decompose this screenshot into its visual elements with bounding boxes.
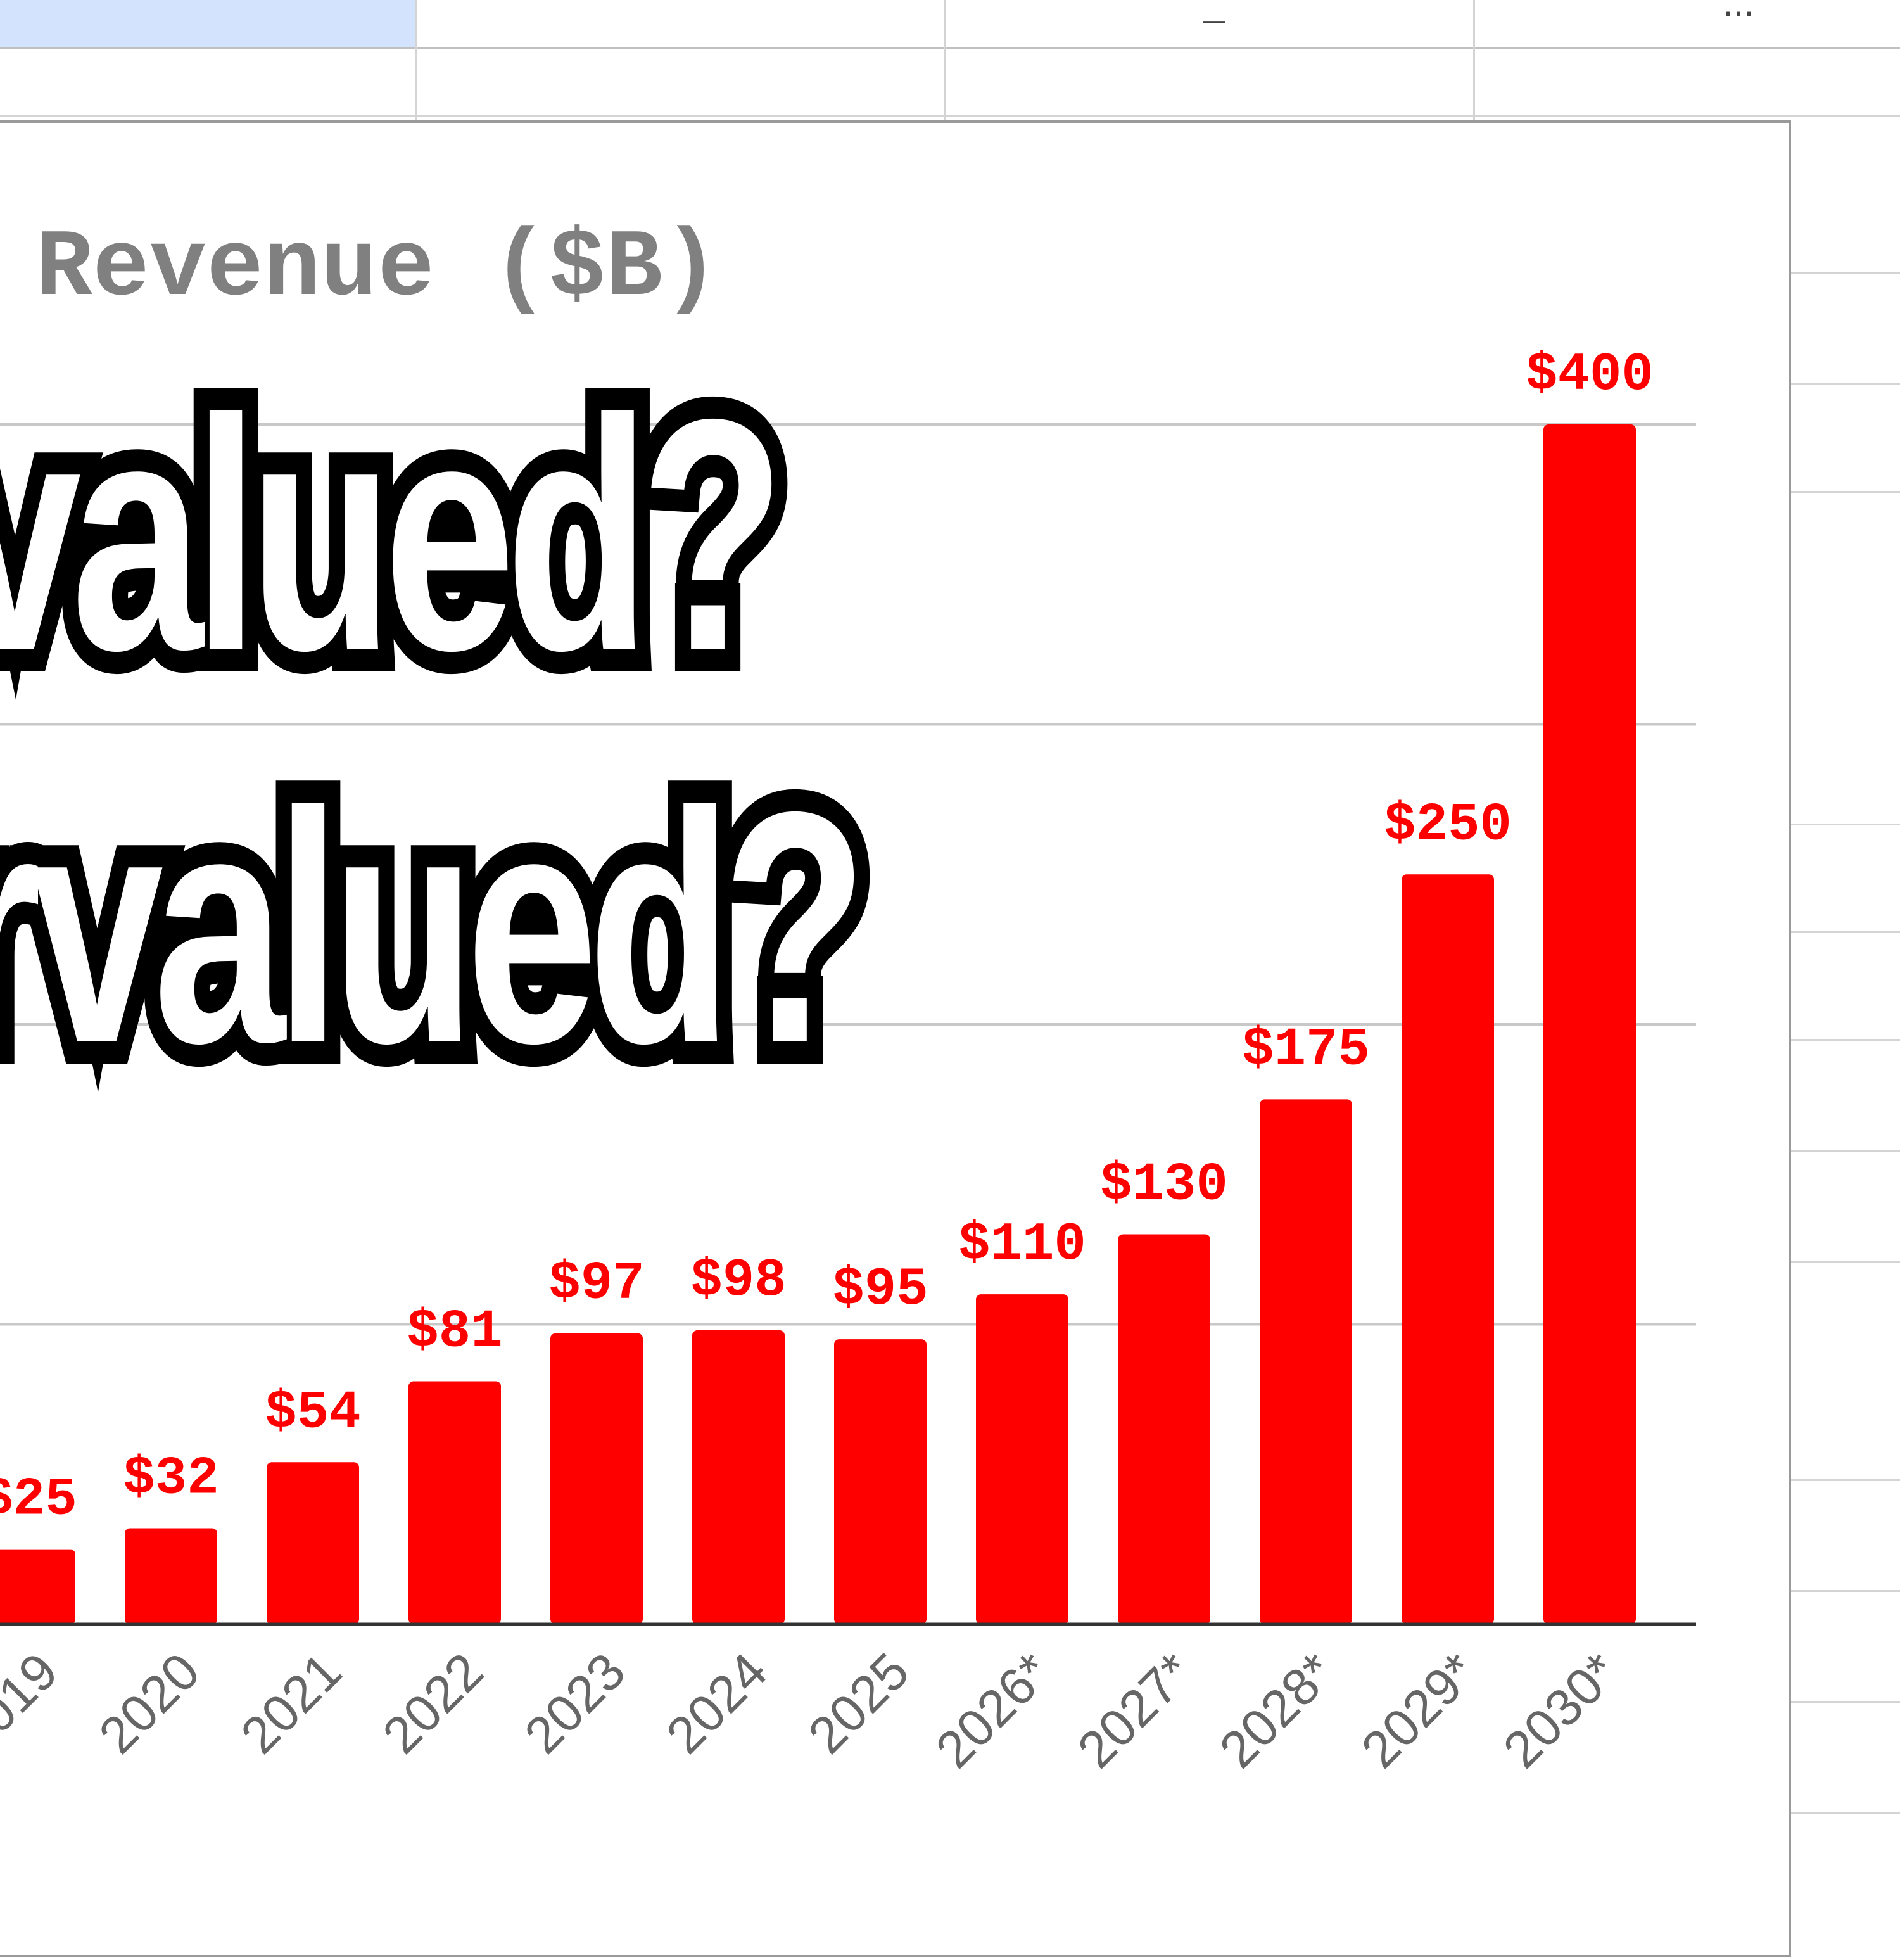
bar	[550, 1333, 643, 1624]
column-header-glyph: _	[1203, 0, 1225, 24]
x-tick-label: 2027*	[1067, 1642, 1204, 1779]
column-header-glyph: "	[671, 0, 685, 24]
row-divider	[1791, 272, 1900, 274]
bar-value-label: $98	[690, 1251, 786, 1311]
x-tick-label: 2030*	[1493, 1642, 1630, 1779]
row-divider	[1791, 383, 1900, 385]
bar-value-label: $81	[407, 1302, 502, 1362]
column-header-glyph: ...	[1723, 0, 1755, 24]
row-divider	[0, 115, 1900, 117]
bar	[125, 1528, 217, 1624]
x-tick-label: 2023	[514, 1642, 636, 1764]
bar-value-label: $110	[958, 1215, 1086, 1275]
bar-value-label: $32	[123, 1449, 218, 1509]
x-tick-label: 2024	[656, 1642, 778, 1764]
x-tick-label: 2021	[230, 1642, 352, 1764]
overlay-caption-line-2: rvalued?	[0, 741, 884, 1115]
bar	[976, 1294, 1068, 1624]
bar-value-label: $250	[1384, 795, 1512, 855]
bar	[834, 1339, 927, 1624]
bar-value-label: $97	[548, 1254, 644, 1314]
overlay-caption-line-1: valued?	[0, 348, 801, 722]
chart-card[interactable]: Revenue ($B) $25 2019 $32 2020 $54 2021 $81 2022…	[0, 120, 1791, 1957]
bar-value-label: $130	[1100, 1155, 1228, 1215]
column-divider	[944, 0, 946, 120]
column-divider	[1473, 0, 1475, 120]
column-header-row: " _ ...	[0, 0, 1900, 49]
row-divider	[1791, 1701, 1900, 1703]
bar	[1118, 1234, 1210, 1624]
row-divider	[1791, 1039, 1900, 1041]
row-divider	[1791, 1812, 1900, 1814]
bar	[692, 1330, 785, 1624]
x-tick-label: 2026*	[925, 1642, 1062, 1779]
chart-title: Revenue ($B)	[35, 215, 719, 323]
bar	[0, 1549, 75, 1624]
x-tick-label: 2019	[0, 1642, 69, 1764]
bar-value-label: $25	[0, 1470, 77, 1530]
bar-value-label: $400	[1526, 345, 1654, 405]
row-divider	[1791, 491, 1900, 493]
x-tick-label: 2028*	[1209, 1642, 1346, 1779]
bar-value-label: $175	[1242, 1020, 1370, 1080]
x-tick-label: 2022	[372, 1642, 494, 1764]
row-divider	[1791, 824, 1900, 825]
bar	[1260, 1099, 1352, 1624]
bar	[1543, 424, 1636, 1624]
bar-value-label: $54	[265, 1383, 360, 1443]
bar	[267, 1462, 359, 1624]
selected-column-header[interactable]	[0, 0, 415, 47]
x-tick-label: 2025	[797, 1642, 920, 1764]
x-tick-label: 2029*	[1351, 1642, 1488, 1779]
column-divider	[415, 0, 417, 120]
row-divider	[1791, 1479, 1900, 1481]
row-divider	[1791, 1590, 1900, 1592]
x-tick-label: 2020	[88, 1642, 210, 1764]
bar	[1402, 874, 1494, 1624]
row-divider	[1791, 1150, 1900, 1152]
spreadsheet-background: " _ ...	[0, 0, 1900, 1814]
bar	[408, 1381, 501, 1624]
bar-chart: Revenue ($B) $25 2019 $32 2020 $54 2021 $81 2022…	[0, 215, 1696, 1779]
row-divider	[1791, 1261, 1900, 1263]
row-divider	[1791, 931, 1900, 933]
bar-value-label: $95	[832, 1260, 928, 1320]
